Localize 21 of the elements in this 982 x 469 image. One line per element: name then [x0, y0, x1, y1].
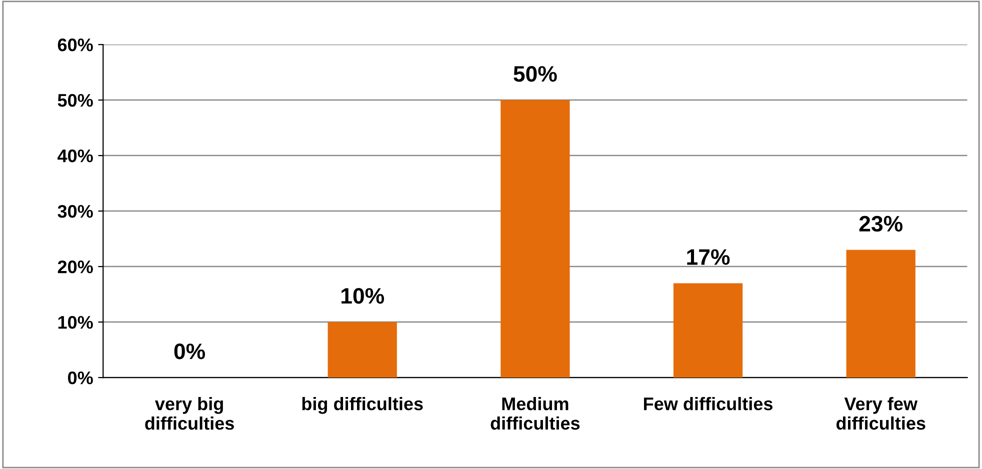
- bar: [673, 283, 743, 378]
- bar: [846, 250, 916, 378]
- y-tick-label: 10%: [58, 316, 93, 329]
- data-label: 17%: [687, 249, 730, 265]
- data-label: 23%: [859, 216, 903, 232]
- x-tick-label: big difficulties: [302, 396, 423, 414]
- y-tick-label: 30%: [58, 204, 93, 218]
- bar: [328, 322, 397, 378]
- y-tick-label: 20%: [58, 260, 93, 274]
- y-tick-label: 0%: [68, 371, 93, 384]
- data-label: 0%: [174, 344, 205, 360]
- x-tick-label: Few difficulties: [644, 396, 772, 410]
- data-label: 10%: [342, 288, 384, 304]
- data-label: 50%: [514, 66, 557, 82]
- x-tick-label: very big difficulties: [145, 396, 234, 430]
- x-tick-label: Medium difficulties: [490, 396, 580, 430]
- y-tick-label: 60%: [58, 38, 93, 52]
- y-tick-label: 50%: [58, 94, 93, 107]
- y-tick-label: 40%: [58, 149, 93, 162]
- x-tick-label: Very few difficulties: [836, 396, 926, 430]
- bar: [500, 100, 570, 378]
